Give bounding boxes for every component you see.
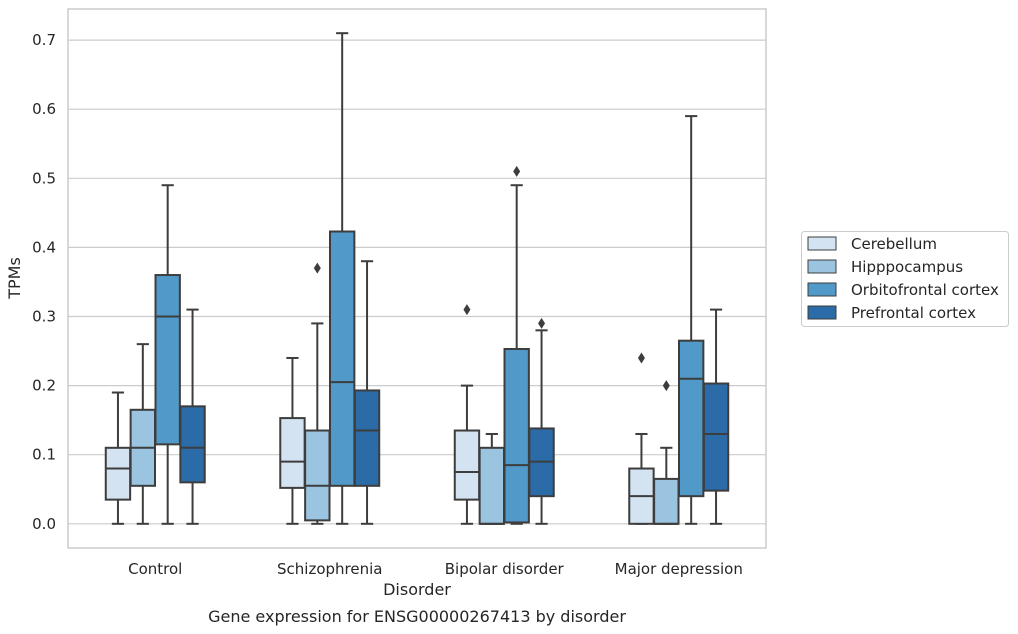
y-axis-label: TPMs [5, 257, 24, 300]
series-prefrontal-cortex [179, 260, 730, 525]
legend-swatch [807, 236, 837, 251]
outlier-point [463, 304, 471, 316]
box-iqr [154, 274, 181, 446]
legend-swatch [807, 305, 837, 320]
legend-item: Prefrontal cortex [807, 304, 976, 322]
y-axis-ticks: 0.0 0.1 0.2 0.3 0.4 0.5 0.6 0.7 [32, 31, 56, 533]
legend-item: Orbitofrontal cortex [807, 281, 999, 299]
outlier-point [538, 317, 546, 329]
box-plot-element [154, 184, 181, 525]
box-plot-element [328, 32, 356, 525]
series-cerebellum [104, 304, 655, 525]
box-iqr [702, 382, 730, 492]
outlier-point [513, 165, 521, 177]
box-iqr [478, 446, 506, 525]
outlier-point [637, 352, 645, 364]
box-iqr [677, 339, 705, 498]
series-hipppocampus [129, 262, 680, 525]
box-plot-element [353, 260, 381, 525]
box-iqr [179, 405, 206, 484]
legend-swatch [807, 282, 837, 297]
y-tick-label: 0.6 [32, 100, 56, 118]
box-plot-element [528, 317, 555, 525]
box-iqr [328, 230, 356, 487]
legend-label: Orbitofrontal cortex [851, 281, 999, 299]
box-iqr [453, 429, 481, 501]
box-plot-element [104, 391, 132, 525]
legend-label: Cerebellum [851, 235, 937, 253]
box-iqr [104, 446, 132, 501]
legend-frame [801, 231, 1009, 327]
x-tick-label: Major depression [615, 560, 743, 578]
chart-legend: Cerebellum Hipppocampus Orbitofrontal cort… [801, 231, 1009, 327]
outlier-point [662, 380, 670, 392]
x-tick-label: Schizophrenia [277, 560, 382, 578]
box-plot-element [279, 356, 306, 525]
box-plot-element [677, 115, 705, 525]
legend-label: Hipppocampus [851, 258, 963, 276]
series-orbitofrontal-cortex [154, 32, 705, 525]
y-tick-label: 0.3 [32, 308, 56, 326]
legend-swatch [807, 259, 837, 274]
box-plot-element [304, 262, 331, 525]
legend-item: Cerebellum [807, 235, 937, 253]
plot-area-frame [67, 8, 767, 549]
x-axis-label: Disorder [383, 580, 451, 599]
box-iqr [353, 389, 381, 487]
chart-caption: Gene expression for ENSG00000267413 by d… [208, 607, 626, 626]
box-iqr [279, 417, 306, 489]
box-plot-element [702, 308, 730, 525]
box-series-layer [104, 32, 730, 525]
box-iqr [503, 347, 530, 524]
y-tick-label: 0.4 [32, 238, 56, 256]
y-tick-label: 0.0 [32, 515, 56, 533]
box-plot-element [628, 352, 655, 525]
legend-item: Hipppocampus [807, 258, 963, 276]
legend-label: Prefrontal cortex [851, 304, 976, 322]
box-plot-element [179, 308, 206, 525]
x-tick-label: Control [128, 560, 182, 578]
x-tick-label: Bipolar disorder [445, 560, 565, 578]
box-plot-element [478, 432, 506, 525]
y-tick-label: 0.2 [32, 377, 56, 395]
box-iqr [653, 477, 680, 525]
y-tick-label: 0.7 [32, 31, 56, 49]
x-axis-ticks: Control Schizophrenia Bipolar disorder Majo… [128, 560, 743, 578]
y-tick-label: 0.5 [32, 169, 56, 187]
y-tick-label: 0.1 [32, 446, 56, 464]
outlier-point [313, 262, 321, 274]
box-plot-element [129, 343, 157, 525]
box-plot-element [503, 165, 530, 525]
box-plot-element [653, 380, 680, 525]
box-plot-element [453, 304, 481, 525]
box-iqr [304, 429, 331, 522]
